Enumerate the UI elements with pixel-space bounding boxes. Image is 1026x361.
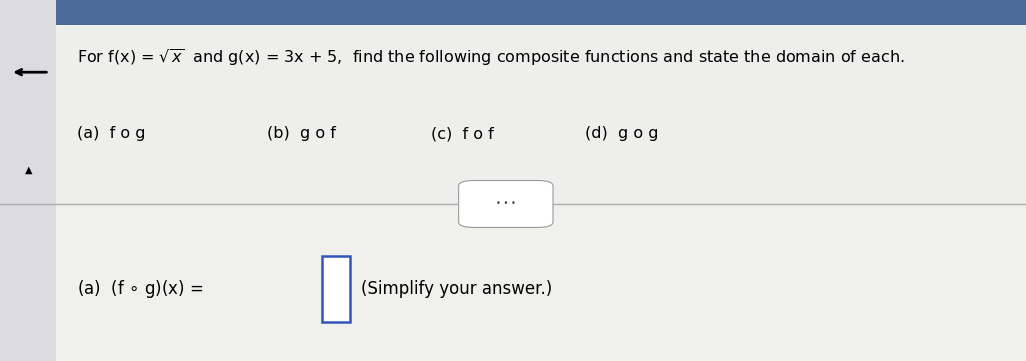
Text: For f(x) = $\sqrt{x}$  and g(x) = 3x + 5,  find the following composite function: For f(x) = $\sqrt{x}$ and g(x) = 3x + 5,…	[77, 47, 905, 68]
Text: • • •: • • •	[496, 200, 516, 208]
Bar	[0, 204, 1026, 361]
FancyBboxPatch shape	[322, 256, 350, 322]
Text: (a)  f o g: (a) f o g	[77, 126, 146, 141]
Text: (b)  g o f: (b) g o f	[267, 126, 336, 141]
FancyBboxPatch shape	[459, 180, 553, 227]
Text: (a)  (f $\circ$ g)(x) =: (a) (f $\circ$ g)(x) =	[77, 278, 205, 300]
Text: (c)  f o f: (c) f o f	[431, 126, 494, 141]
Text: (Simplify your answer.): (Simplify your answer.)	[361, 280, 552, 298]
Text: ▲: ▲	[25, 165, 33, 175]
Text: (d)  g o g: (d) g o g	[585, 126, 659, 141]
Bar	[0, 25, 1026, 204]
Bar	[0, 0, 1026, 25]
Bar	[0, 0, 56, 361]
